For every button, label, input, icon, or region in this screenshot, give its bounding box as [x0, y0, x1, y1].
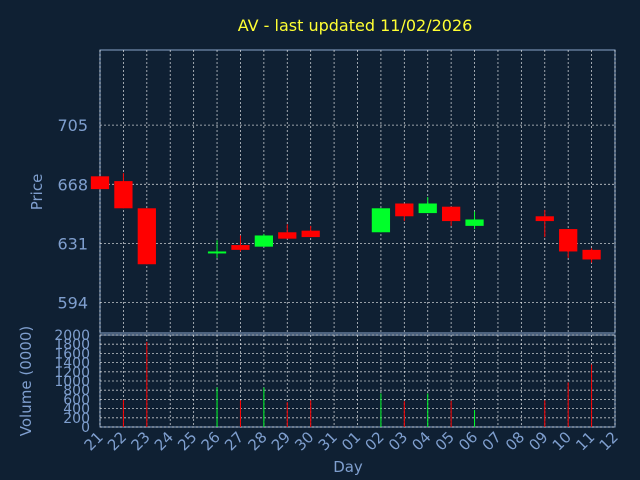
price-panel: 594 631 668 705: [57, 49, 616, 334]
volume-tick-label: 0: [81, 420, 90, 436]
x-tick-label: 04: [408, 428, 434, 454]
candle-body: [114, 181, 133, 209]
x-tick-label: 08: [502, 428, 528, 454]
candle-body: [465, 219, 484, 226]
volume-tick-label: 600: [63, 392, 90, 408]
price-axis-label: Price: [28, 174, 46, 211]
volume-tick-label: 1600: [54, 346, 90, 362]
volume-tick-label: 2000: [54, 328, 90, 344]
volume-tick-label: 1000: [54, 374, 90, 390]
x-tick-label: 12: [596, 428, 622, 454]
candle-body: [254, 235, 273, 247]
x-axis-label: Day: [333, 458, 363, 476]
volume-tick-label: 800: [63, 383, 90, 399]
candle-body: [371, 208, 391, 233]
candle-body: [278, 232, 297, 239]
candle-body: [535, 216, 554, 222]
x-tick-label: 29: [268, 428, 294, 454]
x-tick-label: 07: [479, 428, 505, 454]
x-tick-label: 22: [104, 428, 130, 454]
price-tick-label: 705: [57, 116, 88, 135]
x-tick-label: 24: [151, 428, 177, 454]
x-tick-label: 05: [432, 428, 458, 454]
x-tick-label: 10: [549, 428, 575, 454]
candle-body: [582, 249, 601, 260]
volume-tick-label: 400: [63, 402, 90, 418]
x-tick-label: 11: [572, 428, 598, 454]
candle-body: [418, 203, 437, 214]
x-tick-label: 27: [221, 428, 247, 454]
candle-body: [137, 208, 156, 265]
price-tick-label: 668: [57, 175, 88, 194]
volume-tick-label: 200: [63, 411, 90, 427]
candle-body: [301, 230, 320, 238]
candle-body: [207, 251, 227, 254]
x-tick-label: 06: [455, 428, 481, 454]
x-tick-label: 31: [315, 428, 341, 454]
x-tick-label: 25: [174, 428, 200, 454]
x-tick-label: 03: [385, 428, 411, 454]
candle-body: [90, 176, 110, 190]
price-tick-label: 631: [57, 234, 88, 253]
price-tick-label: 594: [57, 294, 88, 313]
x-tick-label: 23: [127, 428, 153, 454]
candle-body: [231, 245, 250, 250]
volume-tick-label: 1200: [54, 365, 90, 381]
candle-body: [559, 229, 578, 252]
x-tick-label: 02: [362, 428, 388, 454]
volume-tick-label: 1400: [54, 356, 90, 372]
volume-tick-label: 1800: [54, 337, 90, 353]
x-tick-label: 01: [338, 428, 364, 454]
x-tick-label: 30: [291, 428, 317, 454]
x-tick-label: 28: [244, 428, 270, 454]
chart-title: AV - last updated 11/02/2026: [238, 16, 473, 35]
x-tick-label: 26: [198, 428, 224, 454]
candle-body: [395, 203, 414, 217]
candle-body: [442, 206, 461, 222]
volume-panel: 0200400600800100012001400160018002000212…: [54, 328, 621, 454]
volume-axis-label: Volume (0000): [17, 326, 35, 436]
x-tick-label: 09: [525, 428, 551, 454]
